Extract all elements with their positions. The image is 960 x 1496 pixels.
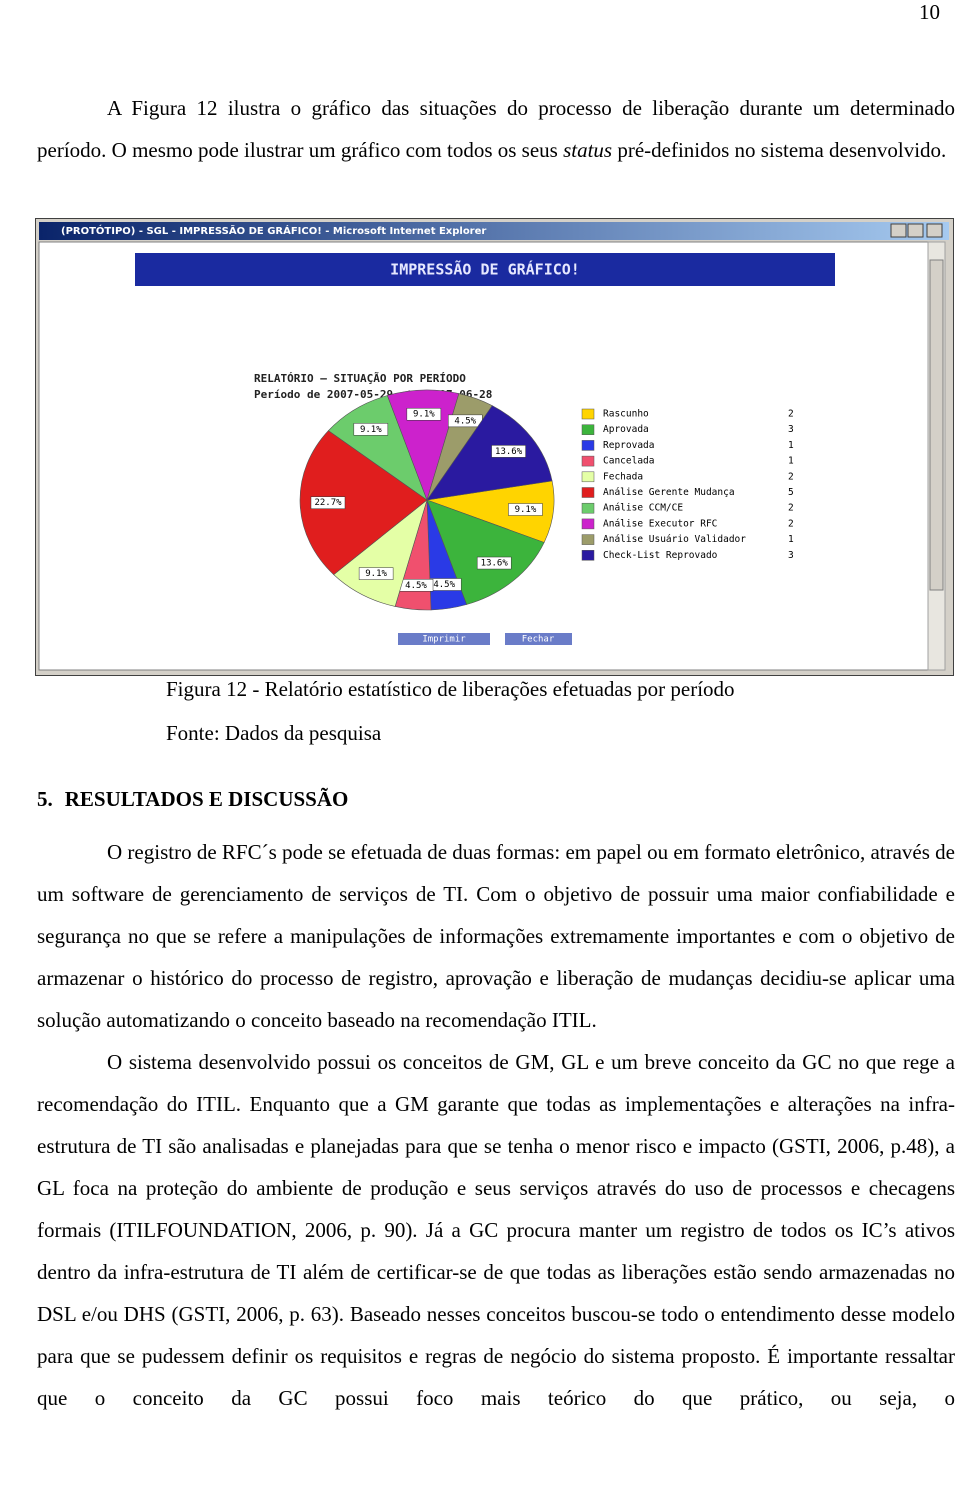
- section-heading: 5. RESULTADOS E DISCUSSÃO: [37, 786, 348, 812]
- legend-swatch: [581, 502, 595, 514]
- slice-label: 4.5%: [405, 581, 427, 591]
- legend-swatch: [581, 487, 595, 498]
- legend-swatch: [581, 440, 595, 451]
- title-bar: [39, 222, 949, 240]
- text: pré-definidos no sistema desenvolvido.: [612, 138, 947, 162]
- legend-label: Fechada: [603, 471, 643, 482]
- pie-slice: [426, 499, 545, 605]
- text: A Figura 12 ilustra o gráfico das situaç…: [37, 96, 955, 162]
- legend-swatch: [581, 550, 595, 561]
- legend-count: 1: [788, 534, 794, 545]
- banner-text: IMPRESSÃO DE GRÁFICO!: [390, 260, 580, 279]
- slice-label: 13.6%: [481, 559, 509, 569]
- slice-label: 9.1%: [413, 410, 435, 420]
- slice-label-box: [310, 496, 346, 509]
- slice-label: 9.1%: [365, 569, 387, 579]
- window-title: (PROTÓTIPO) - SGL - IMPRESSÃO DE GRÁFICO…: [61, 224, 486, 237]
- slice-label: 13.6%: [495, 447, 523, 457]
- legend-label: Análise Usuário Validador: [603, 534, 746, 545]
- paragraph: O sistema desenvolvido possui os conceit…: [37, 1050, 955, 1410]
- legend-count: 2: [788, 471, 794, 482]
- legend-count: 2: [788, 503, 794, 514]
- legend-swatch: [581, 424, 595, 435]
- body-text: O registro de RFC´s pode se efetuada de …: [37, 831, 955, 1419]
- close-button[interactable]: [926, 223, 943, 238]
- legend-label: Análise Executor RFC: [603, 518, 717, 529]
- pie-slice: [426, 405, 553, 501]
- section-title: RESULTADOS E DISCUSSÃO: [64, 787, 349, 811]
- slice-label-box: [508, 503, 543, 516]
- legend-swatch: [581, 408, 595, 420]
- section-number: 5.: [37, 787, 53, 811]
- legend-label: Análise CCM/CE: [603, 503, 683, 514]
- legend-count: 5: [788, 487, 794, 498]
- maximize-button[interactable]: [907, 223, 924, 238]
- figure-screenshot: (PROTÓTIPO) - SGL - IMPRESSÃO DE GRÁFICO…: [35, 218, 954, 676]
- legend-label: Reprovada: [603, 440, 654, 451]
- close-page-button[interactable]: [505, 633, 572, 645]
- pie-slice: [299, 430, 428, 576]
- legend-label: Rascunho: [603, 409, 649, 420]
- minimize-button[interactable]: [890, 223, 907, 238]
- legend-count: 1: [788, 456, 794, 467]
- slice-label: 4.5%: [454, 416, 476, 426]
- scroll-thumb[interactable]: [929, 259, 944, 591]
- button-label[interactable]: Imprimir: [422, 635, 466, 645]
- legend-count: 1: [788, 440, 794, 451]
- button-label[interactable]: Fechar: [522, 635, 555, 645]
- legend-label: Cancelada: [603, 456, 654, 467]
- legend-label: Análise Gerente Mudança: [603, 487, 735, 498]
- legend-swatch: [581, 534, 595, 545]
- legend-count: 3: [788, 550, 794, 561]
- print-button[interactable]: [398, 633, 490, 645]
- intro-paragraph: A Figura 12 ilustra o gráfico das situaç…: [37, 87, 955, 171]
- chart-title: RELATÓRIO – SITUAÇÃO POR PERÍODO: [254, 372, 466, 385]
- figure-caption: Figura 12 - Relatório estatístico de lib…: [166, 677, 735, 701]
- legend-label: Aprovada: [603, 424, 649, 435]
- slice-label-box: [358, 567, 394, 580]
- italic-text: status: [563, 138, 613, 162]
- legend-count: 2: [788, 518, 794, 529]
- slice-label-box: [476, 556, 512, 570]
- slice-label-box: [491, 445, 526, 458]
- legend-count: 2: [788, 409, 794, 420]
- page-number: 10: [919, 0, 940, 24]
- banner: [135, 253, 835, 286]
- legend-swatch: [581, 471, 595, 483]
- slice-label-box: [353, 423, 389, 436]
- figure-source: Fonte: Dados da pesquisa: [166, 721, 382, 745]
- legend-swatch: [581, 455, 595, 467]
- slice-label: 9.1%: [360, 425, 382, 435]
- paragraph: O registro de RFC´s pode se efetuada de …: [37, 840, 955, 1032]
- slice-label: 4.5%: [433, 580, 455, 590]
- slice-label: 9.1%: [515, 505, 537, 515]
- legend-swatch: [581, 518, 595, 530]
- legend-label: Check-List Reprovado: [603, 550, 718, 561]
- legend-count: 3: [788, 424, 794, 435]
- slice-label-box: [406, 407, 442, 421]
- slice-label: 22.7%: [314, 498, 342, 508]
